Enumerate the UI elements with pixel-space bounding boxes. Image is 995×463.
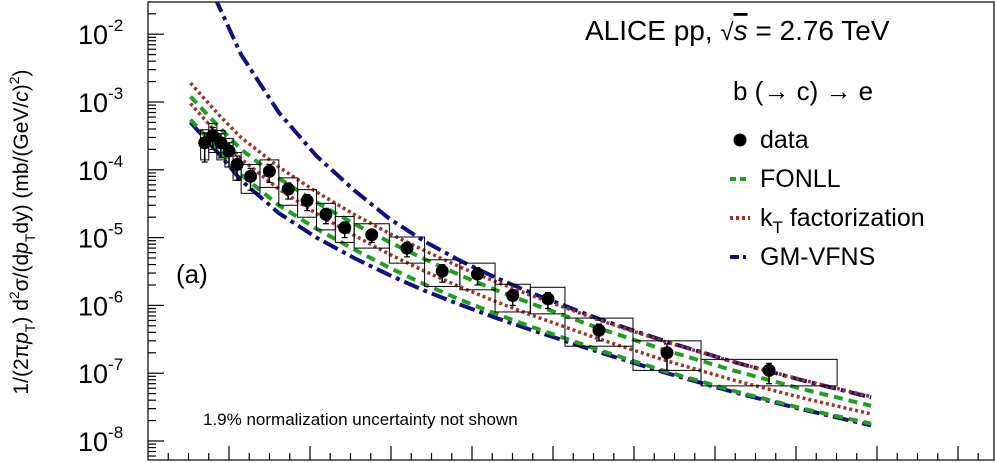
data-marker: [300, 194, 314, 208]
data-point: [459, 262, 496, 291]
data-point: [315, 202, 336, 231]
legend-item: FONLL: [730, 165, 841, 193]
data-marker: [470, 267, 484, 281]
y-tick-label: 10-7: [78, 355, 123, 389]
y-tick-label: 10-3: [78, 84, 123, 118]
legend-item: kT factorization: [730, 204, 925, 237]
data-point: [700, 358, 838, 387]
legend-label: data: [760, 126, 809, 154]
curve-fonll: [189, 118, 872, 426]
plot-area: [147, 1, 995, 461]
data-marker: [262, 164, 276, 178]
y-tick-label: 10-5: [78, 220, 123, 254]
data-point: [388, 236, 426, 264]
data-point: [222, 137, 236, 168]
data-marker: [230, 157, 244, 171]
legend: data FONLL kT factorization GM-VFNS: [730, 126, 925, 271]
data-point: [259, 159, 280, 188]
y-axis-label: 1/(2πpT) d2σ/(dpTdy) (mb/(GeV/c)2): [6, 69, 38, 394]
legend-label: kT factorization: [760, 204, 925, 237]
svg-text:1/(2πpT) d2σ/(dpTdy) (mb/(GeV/: 1/(2πpT) d2σ/(dpTdy) (mb/(GeV/c)2): [6, 69, 38, 394]
legend-label: GM-VFNS: [760, 243, 875, 271]
data-points: [198, 123, 838, 387]
systematic-box: [388, 236, 426, 264]
systematic-box: [259, 159, 280, 188]
systematic-box: [459, 262, 496, 291]
y-tick-labels: 10-8 10-7 10-6 10-5 10-4 10-3 10-2: [78, 16, 123, 457]
data-marker: [435, 264, 449, 278]
data-marker: [338, 221, 352, 235]
systematic-box: [564, 317, 634, 347]
curve-gmvfns: [214, 2, 872, 400]
y-tick-label: 10-2: [78, 16, 123, 50]
data-marker: [222, 144, 236, 158]
chart-subtitle: b (→ c) → e: [733, 76, 873, 106]
data-marker: [592, 323, 606, 337]
data-point: [353, 223, 390, 249]
data-point: [529, 286, 566, 315]
data-marker: [244, 169, 258, 183]
data-marker: [400, 241, 414, 255]
data-point: [564, 317, 634, 347]
y-tick-label: 10-4: [78, 152, 123, 186]
data-marker: [281, 182, 295, 196]
systematic-box: [529, 286, 566, 315]
plot-frame: [147, 1, 995, 461]
data-point: [632, 340, 702, 371]
data-point: [240, 163, 261, 194]
data-marker: [214, 136, 228, 150]
data-marker: [762, 363, 776, 377]
data-marker: [365, 228, 379, 242]
data-marker: [506, 288, 520, 302]
y-tick-label: 10-8: [78, 423, 123, 457]
curve-kt: [189, 81, 872, 399]
chart-title: ALICE pp, √s = 2.76 TeV: [585, 15, 890, 46]
systematic-box: [353, 223, 390, 249]
normalization-note: 1.9% normalization uncertainty not shown: [203, 410, 518, 429]
x-axis-ticks: [167, 446, 979, 460]
data-marker: [541, 292, 555, 306]
panel-label: (a): [176, 259, 208, 289]
y-tick-label: 10-6: [78, 287, 123, 321]
data-point: [297, 189, 317, 218]
legend-label: FONLL: [760, 165, 841, 193]
systematic-box: [700, 358, 838, 387]
data-marker: [660, 346, 674, 360]
legend-marker-data: [733, 133, 747, 147]
legend-item: GM-VFNS: [730, 243, 875, 271]
legend-item: data: [733, 126, 809, 154]
y-axis-ticks: [148, 13, 164, 457]
data-marker: [319, 207, 333, 221]
